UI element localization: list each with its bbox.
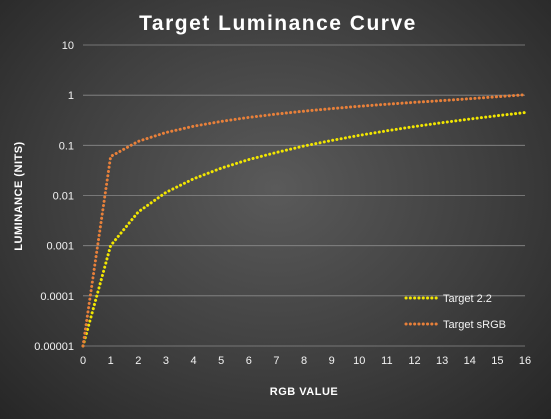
legend: Target 2.2 Target sRGB: [404, 293, 506, 331]
x-tick-label: 10: [353, 355, 365, 367]
series-line-1: [81, 93, 527, 348]
y-tick-label: 0.001: [46, 241, 74, 253]
x-tick-label: 2: [135, 355, 141, 367]
x-tick-label: 0: [80, 355, 86, 367]
x-tick-label: 4: [190, 355, 196, 367]
x-tick-label: 11: [381, 355, 392, 367]
y-tick-label: 10: [62, 40, 74, 52]
x-axis-label: RGB VALUE: [270, 386, 338, 398]
x-tick-labels: 0 1 2 3 4 5 6 7 8 9 10 11 12 13 14 15 16: [80, 355, 531, 367]
x-tick-label: 13: [436, 355, 448, 367]
x-tick-label: 9: [329, 355, 335, 367]
series-lines: [81, 93, 527, 348]
y-tick-label: 0.00001: [34, 341, 74, 353]
x-tick-label: 7: [273, 355, 279, 367]
x-tick-label: 14: [464, 355, 476, 367]
x-tick-label: 12: [408, 355, 420, 367]
legend-label: Target sRGB: [443, 319, 506, 331]
y-tick-label: 0.01: [53, 191, 74, 203]
x-tick-label: 15: [491, 355, 503, 367]
y-tick-label: 0.0001: [40, 291, 74, 303]
x-tick-label: 3: [163, 355, 169, 367]
y-axis-label: LUMINANCE (NITS): [13, 141, 25, 250]
x-tick-label: 8: [301, 355, 307, 367]
legend-label: Target 2.2: [443, 293, 492, 305]
series-line-0: [81, 111, 527, 348]
y-tick-label: 1: [68, 90, 74, 102]
x-tick-label: 6: [246, 355, 252, 367]
x-tick-label: 1: [108, 355, 114, 367]
chart-title: Target Luminance Curve: [139, 12, 417, 35]
y-tick-label: 0.1: [59, 140, 74, 152]
x-tick-label: 16: [519, 355, 531, 367]
y-tick-labels: 0.00001 0.0001 0.001 0.01 0.1 1 10: [34, 40, 74, 353]
x-tick-label: 5: [218, 355, 224, 367]
